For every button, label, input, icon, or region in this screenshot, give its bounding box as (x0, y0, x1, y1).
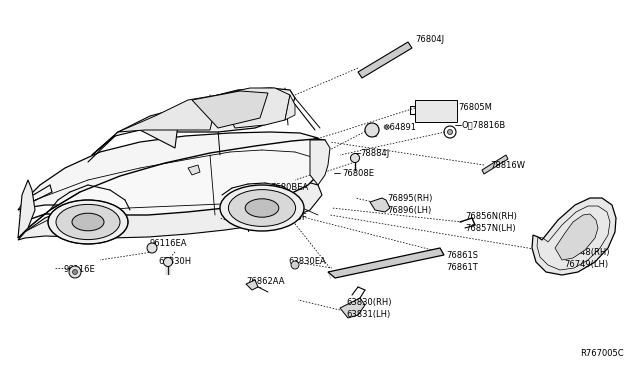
Text: 76805M: 76805M (458, 103, 492, 112)
Circle shape (69, 266, 81, 278)
Text: 63831(LH): 63831(LH) (346, 310, 390, 318)
Ellipse shape (72, 213, 104, 231)
Polygon shape (340, 298, 365, 318)
Polygon shape (115, 88, 295, 136)
Text: 78816W: 78816W (490, 161, 525, 170)
Polygon shape (555, 214, 598, 260)
Circle shape (147, 243, 157, 253)
Ellipse shape (245, 199, 279, 217)
Text: 7680BEA: 7680BEA (270, 183, 308, 192)
Polygon shape (18, 180, 35, 238)
Ellipse shape (228, 190, 296, 227)
Text: 76856N(RH): 76856N(RH) (465, 212, 517, 221)
Circle shape (72, 269, 77, 275)
Text: 76862AA: 76862AA (246, 276, 285, 285)
Polygon shape (192, 91, 268, 128)
Polygon shape (482, 155, 508, 174)
Text: 78884J: 78884J (360, 148, 389, 157)
Circle shape (255, 214, 264, 222)
Polygon shape (358, 42, 412, 78)
Text: 76748(RH): 76748(RH) (564, 248, 609, 257)
Polygon shape (92, 108, 180, 155)
Text: 96116E: 96116E (64, 266, 96, 275)
Text: 96116EA: 96116EA (150, 240, 188, 248)
Ellipse shape (56, 204, 120, 240)
Polygon shape (118, 95, 218, 132)
Polygon shape (532, 198, 616, 275)
Polygon shape (285, 95, 295, 120)
Polygon shape (370, 198, 390, 212)
Text: O⁲78816B: O⁲78816B (462, 121, 506, 129)
Polygon shape (328, 248, 444, 278)
Polygon shape (246, 280, 258, 290)
Text: 76808E: 76808E (342, 169, 374, 177)
Polygon shape (18, 179, 322, 240)
Text: 63830(RH): 63830(RH) (346, 298, 392, 308)
Text: 76857N(LH): 76857N(LH) (465, 224, 516, 232)
Text: 76862A 63830F: 76862A 63830F (240, 212, 307, 221)
Circle shape (163, 257, 173, 266)
Text: 63830H: 63830H (158, 257, 191, 266)
Polygon shape (188, 165, 200, 175)
Circle shape (291, 261, 299, 269)
Circle shape (351, 154, 360, 163)
Text: 76895(RH): 76895(RH) (387, 195, 433, 203)
Circle shape (243, 218, 253, 227)
Text: 63830EA: 63830EA (288, 257, 326, 266)
FancyBboxPatch shape (415, 100, 457, 122)
Text: 76896(LH): 76896(LH) (387, 205, 431, 215)
Ellipse shape (48, 200, 128, 244)
Text: ☸64891: ☸64891 (382, 122, 416, 131)
Text: 76861T: 76861T (446, 263, 477, 272)
Text: 76749(LH): 76749(LH) (564, 260, 608, 269)
Polygon shape (18, 132, 325, 210)
Polygon shape (310, 140, 330, 185)
Circle shape (447, 129, 452, 135)
Text: 76861S: 76861S (446, 251, 478, 260)
Polygon shape (18, 139, 328, 238)
Polygon shape (218, 88, 290, 128)
Text: R767005C: R767005C (580, 350, 623, 359)
Ellipse shape (220, 185, 304, 231)
Text: 76804J: 76804J (415, 35, 444, 45)
Circle shape (365, 123, 379, 137)
